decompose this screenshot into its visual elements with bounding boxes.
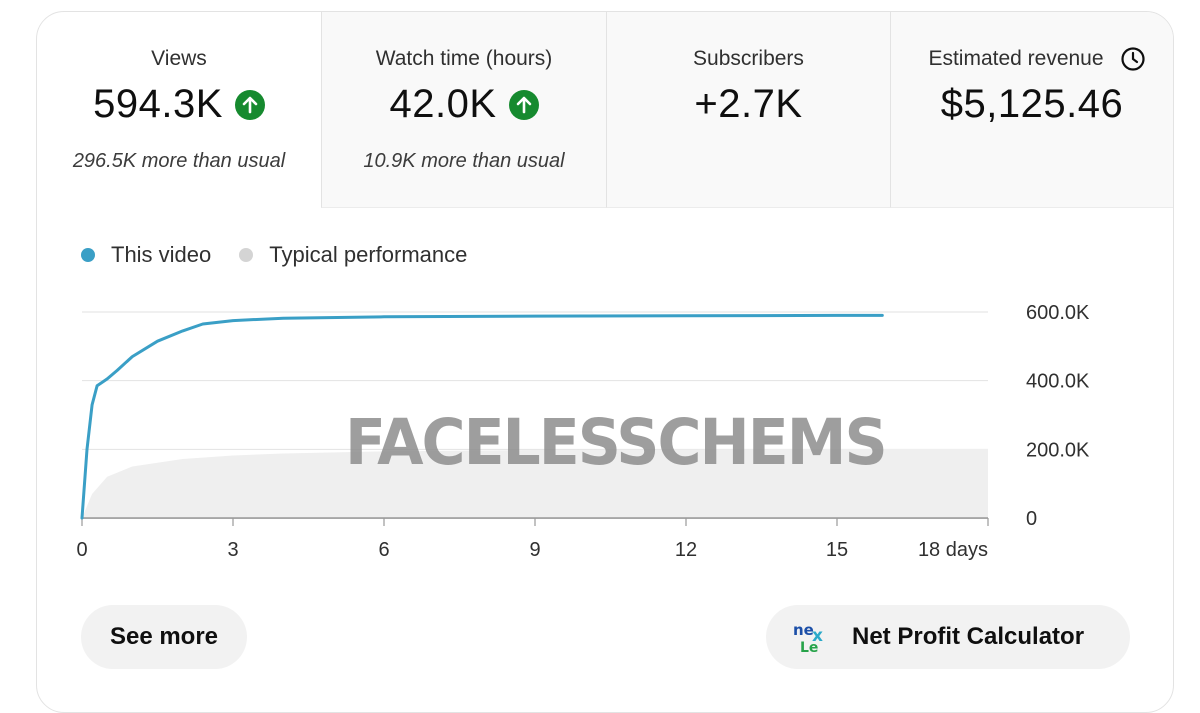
metric-watch-time[interactable]: Watch time (hours) 42.0K 10.9K more than…: [321, 12, 606, 208]
metric-label: Estimated revenue: [928, 47, 1104, 70]
legend-dot: [239, 248, 254, 262]
clock-icon[interactable]: [1120, 46, 1146, 77]
watermark-text: FACELESSCHEMS: [345, 406, 888, 480]
net-profit-calculator-button[interactable]: ne x Le Net Profit Calculator: [766, 605, 1130, 669]
x-tick-label: 15: [826, 539, 848, 561]
legend-item-typical[interactable]: Typical performance: [239, 242, 467, 268]
svg-text:ne: ne: [793, 621, 814, 639]
legend-label: This video: [111, 242, 212, 267]
y-tick-label: 600.0K: [1026, 302, 1090, 324]
metric-label: Views: [151, 47, 207, 70]
metric-value: 594.3K: [93, 82, 223, 126]
x-tick-label: 18 days: [918, 539, 988, 561]
metric-subscribers[interactable]: Subscribers +2.7K: [606, 12, 890, 208]
metric-label: Watch time (hours): [375, 47, 553, 70]
y-tick-label: 0: [1026, 508, 1037, 530]
x-tick-label: 9: [529, 539, 540, 561]
chart-legend: This video Typical performance: [81, 242, 495, 268]
x-tick-label: 0: [76, 539, 87, 561]
series-typical-performance-area: [82, 448, 988, 518]
nexle-logo-icon: ne x Le: [793, 621, 823, 655]
see-more-button[interactable]: See more: [81, 605, 247, 669]
series-this-video-line: [80, 313, 884, 520]
legend-label: Typical performance: [269, 242, 468, 267]
metric-value: $5,125.46: [940, 82, 1124, 126]
metric-value: +2.7K: [694, 82, 803, 126]
metric-comparison: 296.5K more than usual: [72, 150, 286, 172]
x-tick-label: 6: [378, 539, 389, 561]
legend-item-this-video[interactable]: This video: [81, 242, 211, 268]
metrics-row: Views 594.3K 296.5K more than usual Watc…: [37, 12, 1173, 208]
svg-text:x: x: [812, 626, 823, 646]
arrow-up-icon: [508, 89, 539, 120]
legend-dot: [81, 248, 95, 262]
net-profit-calculator-label: Net Profit Calculator: [852, 623, 1085, 650]
y-tick-label: 200.0K: [1026, 439, 1090, 461]
metric-label: Subscribers: [693, 47, 804, 70]
metric-comparison: 10.9K more than usual: [363, 150, 565, 172]
x-tick-label: 12: [675, 539, 697, 561]
arrow-up-icon: [234, 89, 265, 120]
y-tick-label: 400.0K: [1026, 371, 1090, 393]
x-tick-label: 3: [227, 539, 238, 561]
metric-estimated-revenue[interactable]: Estimated revenue $5,125.46: [890, 12, 1173, 208]
views-line-chart: 0 200.0K 400.0K 600.0K 0 3 6 9 12 15 18 days: [76, 302, 1090, 561]
analytics-card: Views 594.3K 296.5K more than usual Watc…: [36, 11, 1174, 713]
metric-value: 42.0K: [389, 82, 497, 126]
metric-views[interactable]: Views 594.3K 296.5K more than usual: [37, 12, 321, 208]
svg-text:Le: Le: [800, 640, 818, 655]
